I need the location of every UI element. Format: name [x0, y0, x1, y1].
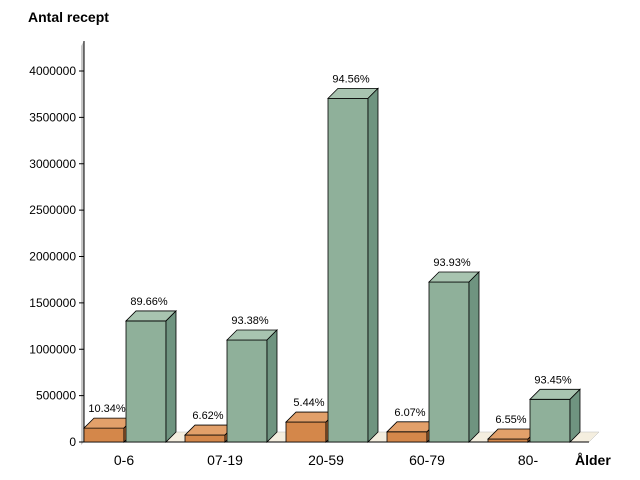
bar-data-label: 6.07% [394, 407, 425, 419]
x-tick-label: 80- [518, 452, 539, 468]
y-tick-label: 4000000 [29, 64, 76, 78]
bar-data-label: 89.66% [130, 296, 168, 308]
bar-front [327, 97, 369, 443]
bar-front [386, 431, 428, 443]
y-tick-label: 500000 [36, 389, 76, 403]
y-axis-title: Antal recept [28, 9, 109, 25]
bar-data-label: 93.93% [433, 257, 471, 269]
bar-data-label: 5.44% [293, 397, 324, 409]
bar-data-label: 10.34% [88, 403, 126, 415]
bar-front [285, 421, 327, 443]
bar-data-label: 6.62% [192, 410, 223, 422]
y-tick-label: 3500000 [29, 110, 76, 124]
y-tick-label: 3000000 [29, 157, 76, 171]
bar-side [569, 388, 581, 443]
bar-front [226, 339, 268, 443]
bar-data-label: 93.38% [231, 315, 269, 327]
bar-front [125, 320, 167, 443]
y-axis-wall [81, 41, 84, 445]
bar-front [487, 438, 529, 443]
bar-front [184, 434, 226, 443]
bar-data-label: 6.55% [495, 414, 526, 426]
bar-side [367, 87, 379, 443]
x-tick-label: 60-79 [409, 452, 445, 468]
y-tick-label: 0 [69, 435, 76, 449]
bar-data-label: 93.45% [534, 374, 572, 386]
x-tick-label: 07-19 [207, 452, 243, 468]
bar-side [266, 329, 278, 443]
bar-front [428, 281, 470, 443]
y-tick-label: 1500000 [29, 296, 76, 310]
bar-side [165, 309, 177, 443]
y-tick-label: 2500000 [29, 203, 76, 217]
bar-side [468, 271, 480, 443]
x-axis-title: Ålder [575, 452, 611, 468]
bar-front [83, 427, 125, 443]
plot-area: 0 500000 1000000 1500000 2000000 2500000 30000… [29, 41, 600, 468]
bar-data-label: 94.56% [332, 73, 370, 85]
x-tick-label: 20-59 [308, 452, 344, 468]
y-tick-label: 1000000 [29, 342, 76, 356]
y-tick-label: 2000000 [29, 250, 76, 264]
bar-front [529, 398, 571, 443]
x-tick-label: 0-6 [114, 452, 134, 468]
